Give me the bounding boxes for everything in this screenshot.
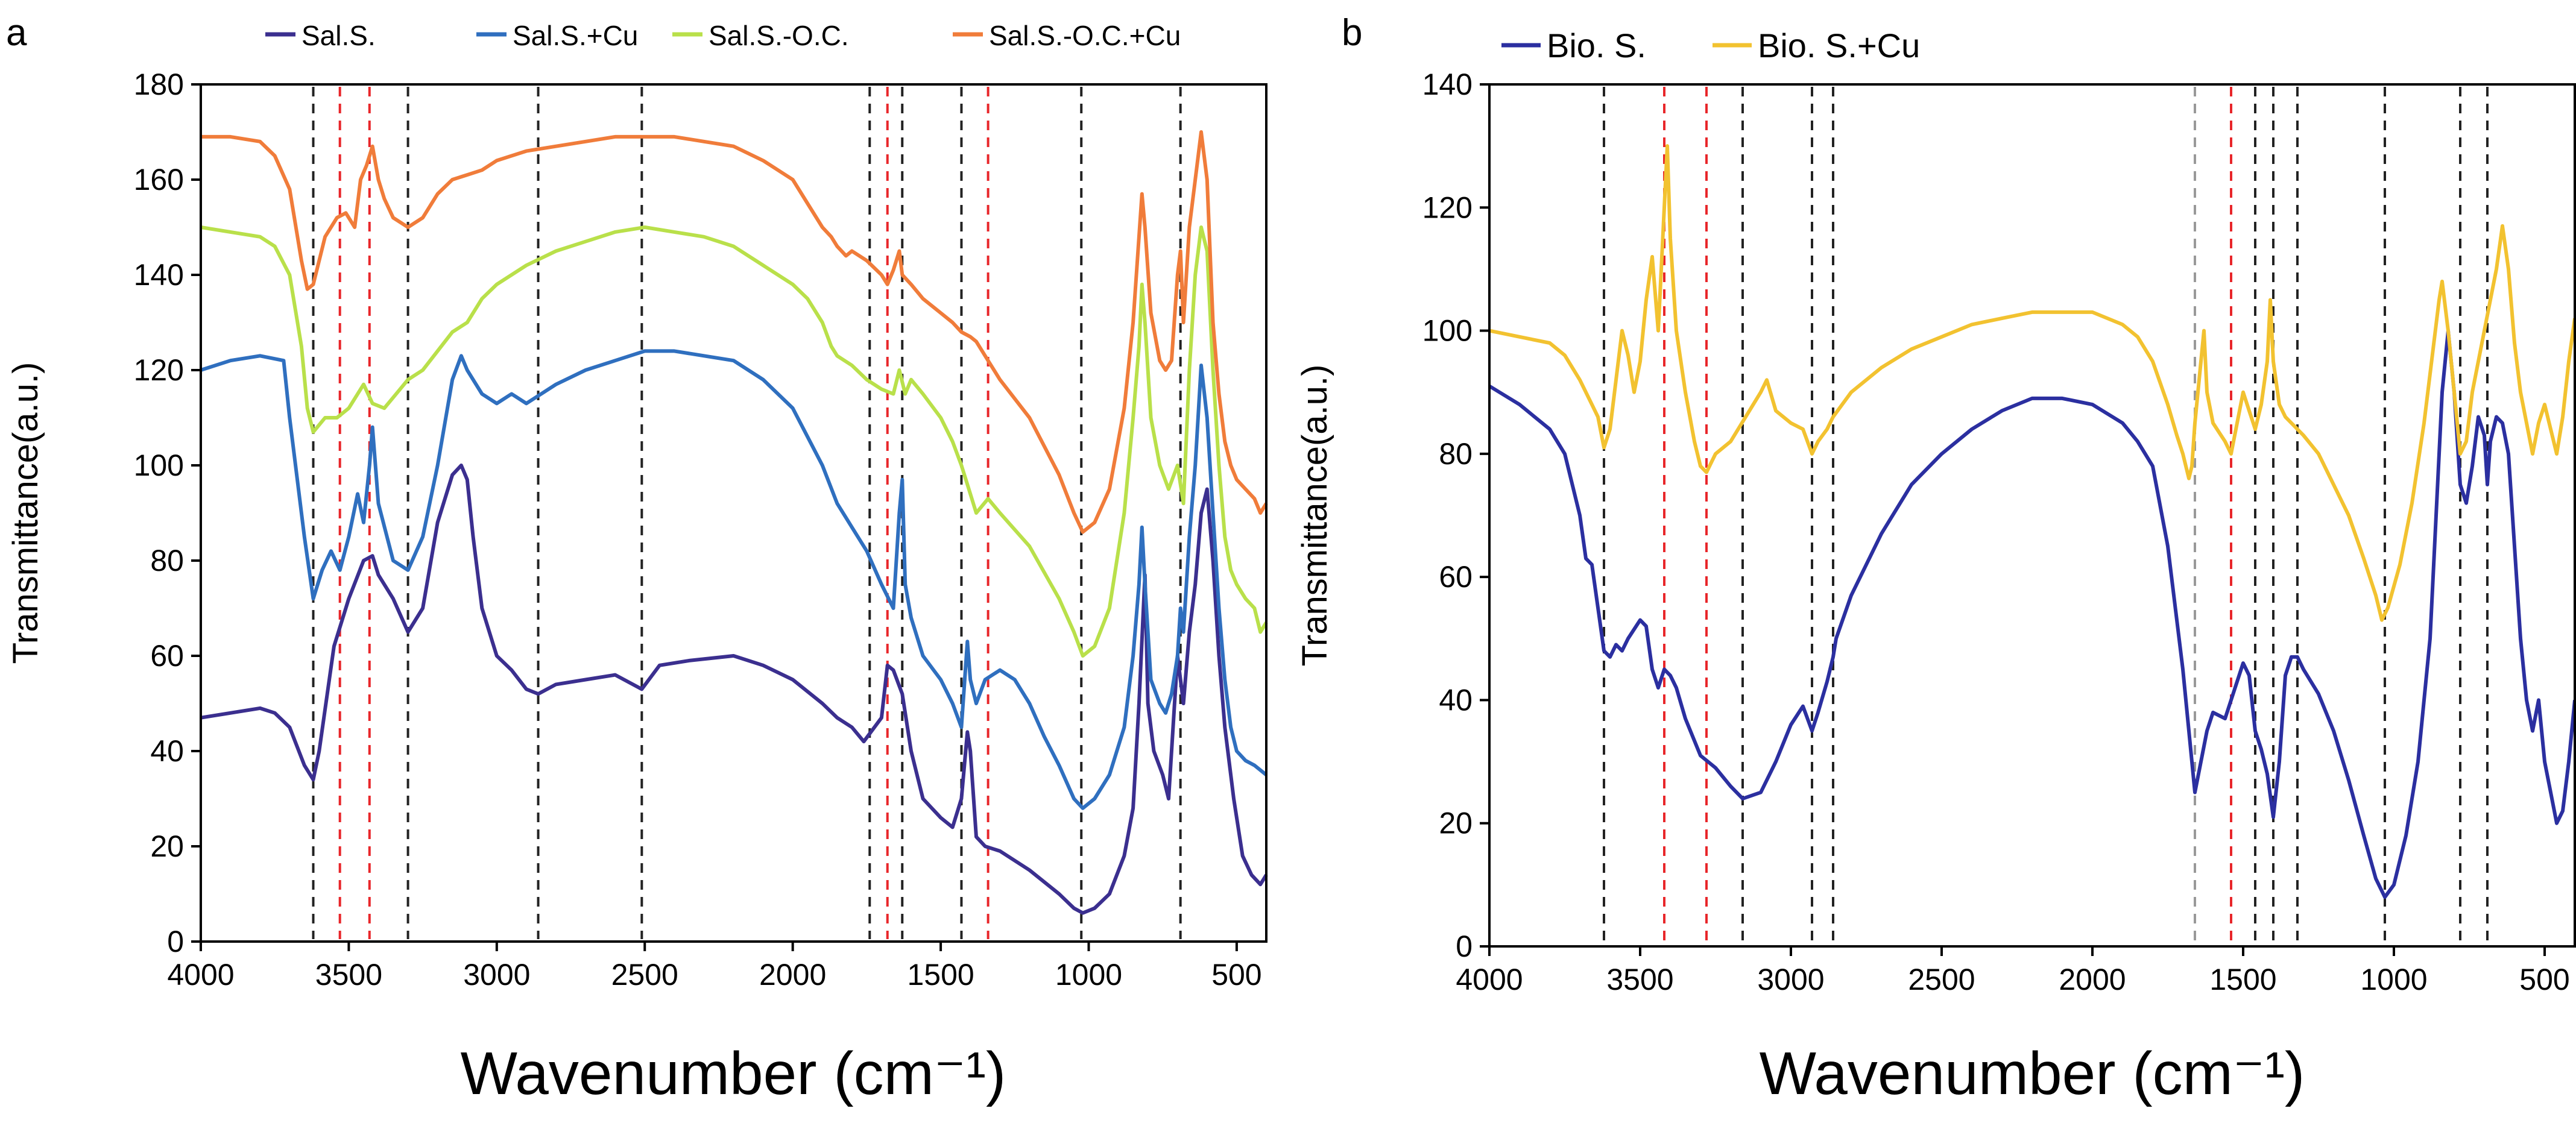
- panel-b-ytick-label-0: 0: [1456, 929, 1473, 963]
- panel-a-xtick-label-7: 500: [1211, 958, 1261, 992]
- legend-b-label-1: Bio. S.+Cu: [1758, 27, 1920, 64]
- panel-a-xtick-label-2: 3000: [463, 958, 530, 992]
- panel-a-series: [200, 130, 1268, 915]
- panel-b-series: [1488, 144, 2576, 899]
- legend-b-label-0: Bio. S.: [1547, 27, 1646, 64]
- panel-a-xlabel: Wavenumber (cm⁻¹): [461, 1040, 1006, 1107]
- panel-b-ytick-label-6: 120: [1422, 190, 1473, 224]
- panel-b-xtick-label-0: 4000: [1456, 963, 1523, 996]
- panel-a-xticks: 4000 3500 3000 2500 2000 1500 1000 500: [167, 942, 1262, 992]
- panel-a-ytick-label-3: 60: [150, 639, 184, 673]
- panel-a-label: a: [6, 12, 27, 54]
- legend-a-label-2: Sal.S.-O.C.: [709, 20, 849, 51]
- panel-b-frame: [1488, 83, 2576, 948]
- legend-a-label-3: Sal.S.-O.C.+Cu: [989, 20, 1181, 51]
- panel-b-xtick-label-6: 1000: [2360, 963, 2427, 996]
- panel-a-ytick-label-6: 120: [134, 353, 184, 387]
- panel-a-ytick-label-1: 20: [150, 829, 184, 863]
- panel-a-ytick-label-7: 140: [134, 258, 184, 292]
- panel-a-ylabel: Transmittance(a.u.): [6, 362, 45, 664]
- panel-b-xtick-label-1: 3500: [1606, 963, 1673, 996]
- panel-b-xtick-label-7: 500: [2519, 963, 2569, 996]
- panel-a-xtick-label-6: 1000: [1055, 958, 1122, 992]
- panel-b-xticks: 4000 3500 3000 2500 2000 1500 1000 500: [1456, 946, 2570, 996]
- panel-b-legend: Bio. S. Bio. S.+Cu: [1501, 27, 1920, 64]
- panel-a-series-3: [201, 130, 1268, 534]
- panel-a-reflines: [312, 87, 1182, 939]
- panel-b-ytick-label-4: 80: [1439, 437, 1473, 471]
- panel-a-legend: Sal.S. Sal.S.+Cu Sal.S.-O.C. Sal.S.-O.C.…: [265, 20, 1181, 51]
- panel-b-ytick-label-1: 20: [1439, 807, 1473, 840]
- panel-a: a Sal.S. Sal.S.+Cu Sal.S.-O.C. Sal.S.-O.…: [6, 12, 1268, 1107]
- panel-b-series-0: [1488, 329, 2576, 899]
- panel-b-ytick-label-2: 40: [1439, 683, 1473, 717]
- panel-a-series-1: [200, 349, 1267, 810]
- panel-a-xtick-label-1: 3500: [315, 958, 382, 992]
- panel-a-xtick-label-4: 2000: [759, 958, 826, 992]
- panel-a-yticks: 0 20 40 60 80 100 120 140 160 180: [134, 68, 201, 958]
- panel-a-series-2: [200, 225, 1268, 658]
- panel-b-ytick-label-5: 100: [1422, 314, 1473, 348]
- panel-a-xtick-label-3: 2500: [611, 958, 678, 992]
- panel-b-xlabel: Wavenumber (cm⁻¹): [1760, 1040, 2305, 1107]
- panel-b-xtick-label-4: 2000: [2059, 963, 2126, 996]
- panel-b-yticks: 0 20 40 60 80 100 120 140: [1422, 68, 1489, 963]
- panel-a-ytick-label-0: 0: [167, 925, 184, 958]
- panel-b: b Bio. S. Bio. S.+Cu 020406080100120140 …: [1295, 12, 2576, 1107]
- panel-b-xtick-label-3: 2500: [1908, 963, 1975, 996]
- panel-a-ytick-label-5: 100: [134, 448, 184, 482]
- panel-a-ytick-label-8: 160: [134, 163, 184, 197]
- panel-a-ytick-label-9: 180: [134, 68, 184, 101]
- panel-b-label: b: [1342, 12, 1362, 54]
- panel-a-frame: [200, 83, 1267, 943]
- panel-b-series-1: [1489, 144, 2576, 622]
- panel-a-xtick-label-0: 4000: [167, 958, 234, 992]
- legend-a-label-1: Sal.S.+Cu: [513, 20, 638, 51]
- panel-b-reflines: [1603, 87, 2489, 944]
- panel-b-ytick-label-3: 60: [1439, 560, 1473, 594]
- panel-a-ytick-label-4: 80: [150, 544, 184, 577]
- panel-b-ylabel: Transmittance(a.u.): [1295, 365, 1334, 667]
- panel-a-xtick-label-5: 1500: [907, 958, 974, 992]
- panel-b-xtick-label-5: 1500: [2209, 963, 2276, 996]
- legend-a-label-0: Sal.S.: [301, 20, 376, 51]
- panel-b-xtick-label-2: 3000: [1757, 963, 1824, 996]
- panel-a-series-0: [200, 464, 1268, 915]
- panel-a-ytick-label-2: 40: [150, 734, 184, 768]
- panel-b-ytick-label-7: 140: [1422, 68, 1473, 101]
